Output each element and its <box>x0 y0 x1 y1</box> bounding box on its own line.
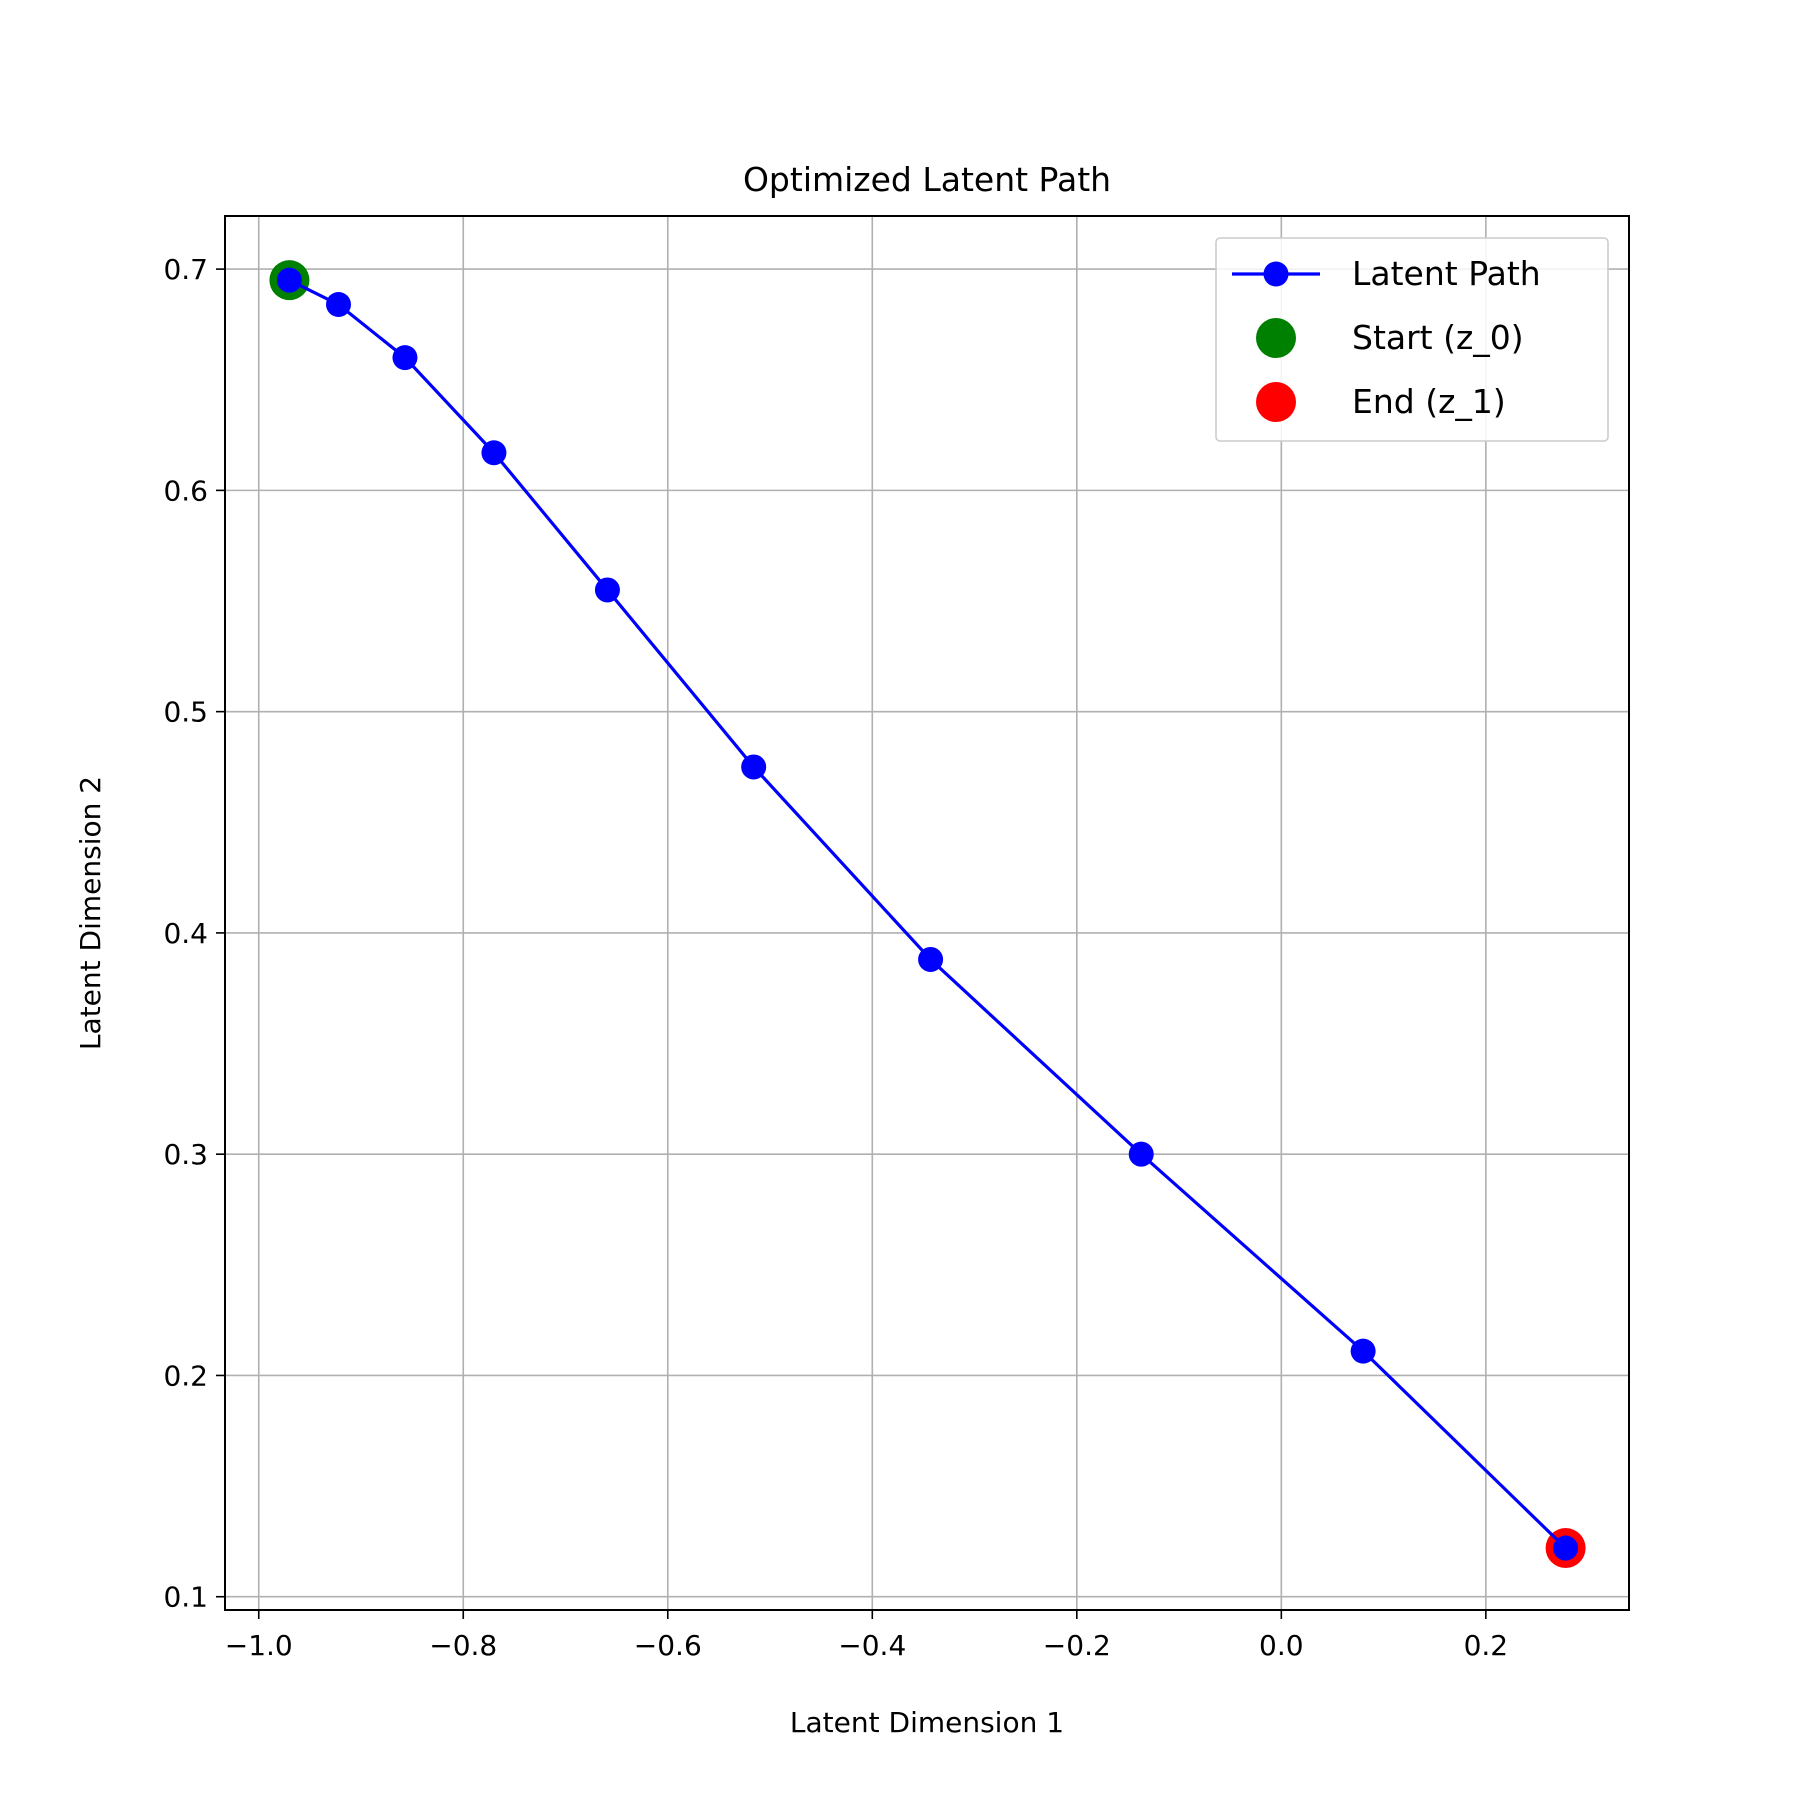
latent-path-point <box>1128 1141 1154 1167</box>
latent-path-point <box>392 345 418 371</box>
legend-marker-swatch <box>1263 261 1289 287</box>
y-tick-label: 0.1 <box>163 1581 208 1614</box>
x-tick-label: −0.6 <box>634 1629 702 1662</box>
axes-frame <box>224 215 1630 1611</box>
x-tick-label: −1.0 <box>225 1629 293 1662</box>
y-tick-label: 0.5 <box>163 696 208 729</box>
y-tick-label: 0.4 <box>163 917 208 950</box>
latent-path-line <box>288 278 1567 1550</box>
latent-path-point <box>741 754 767 780</box>
grid-layer <box>225 216 1629 1610</box>
ticks-layer: −1.0 −0.8 −0.6 −0.4 −0.2 0.0 0.2 0.1 0.2 0.3 0.4 0.… <box>163 253 1508 1662</box>
y-tick-label: 0.7 <box>163 253 208 286</box>
latent-path-point <box>326 292 352 318</box>
chart-title: Optimized Latent Path <box>743 160 1111 199</box>
latent-path-point <box>1553 1535 1579 1561</box>
x-tick-label: 0.2 <box>1464 1629 1509 1662</box>
legend-box <box>1215 237 1609 442</box>
latent-path-point <box>918 946 944 972</box>
legend-start-swatch <box>1256 318 1296 358</box>
y-axis-label: Latent Dimension 2 <box>74 776 107 1050</box>
legend-label: Latent Path <box>1352 254 1541 293</box>
x-tick-label: −0.8 <box>429 1629 497 1662</box>
y-tick-label: 0.2 <box>163 1359 208 1392</box>
latent-path-point <box>594 577 620 603</box>
x-tick-label: 0.0 <box>1259 1629 1304 1662</box>
latent-path-point <box>276 267 302 293</box>
x-tick-label: −0.4 <box>838 1629 906 1662</box>
legend: Latent Path Start (z_0) End (z_1) <box>1215 237 1609 442</box>
x-tick-label: −0.2 <box>1043 1629 1111 1662</box>
y-tick-label: 0.6 <box>163 474 208 507</box>
legend-label: End (z_1) <box>1352 382 1506 421</box>
legend-end-swatch <box>1256 382 1296 422</box>
legend-label: Start (z_0) <box>1352 318 1524 357</box>
x-axis-label: Latent Dimension 1 <box>790 1706 1064 1739</box>
y-tick-label: 0.3 <box>163 1138 208 1171</box>
latent-path-point <box>1350 1338 1376 1364</box>
series-layer <box>269 260 1586 1569</box>
latent-path-point <box>481 440 507 466</box>
